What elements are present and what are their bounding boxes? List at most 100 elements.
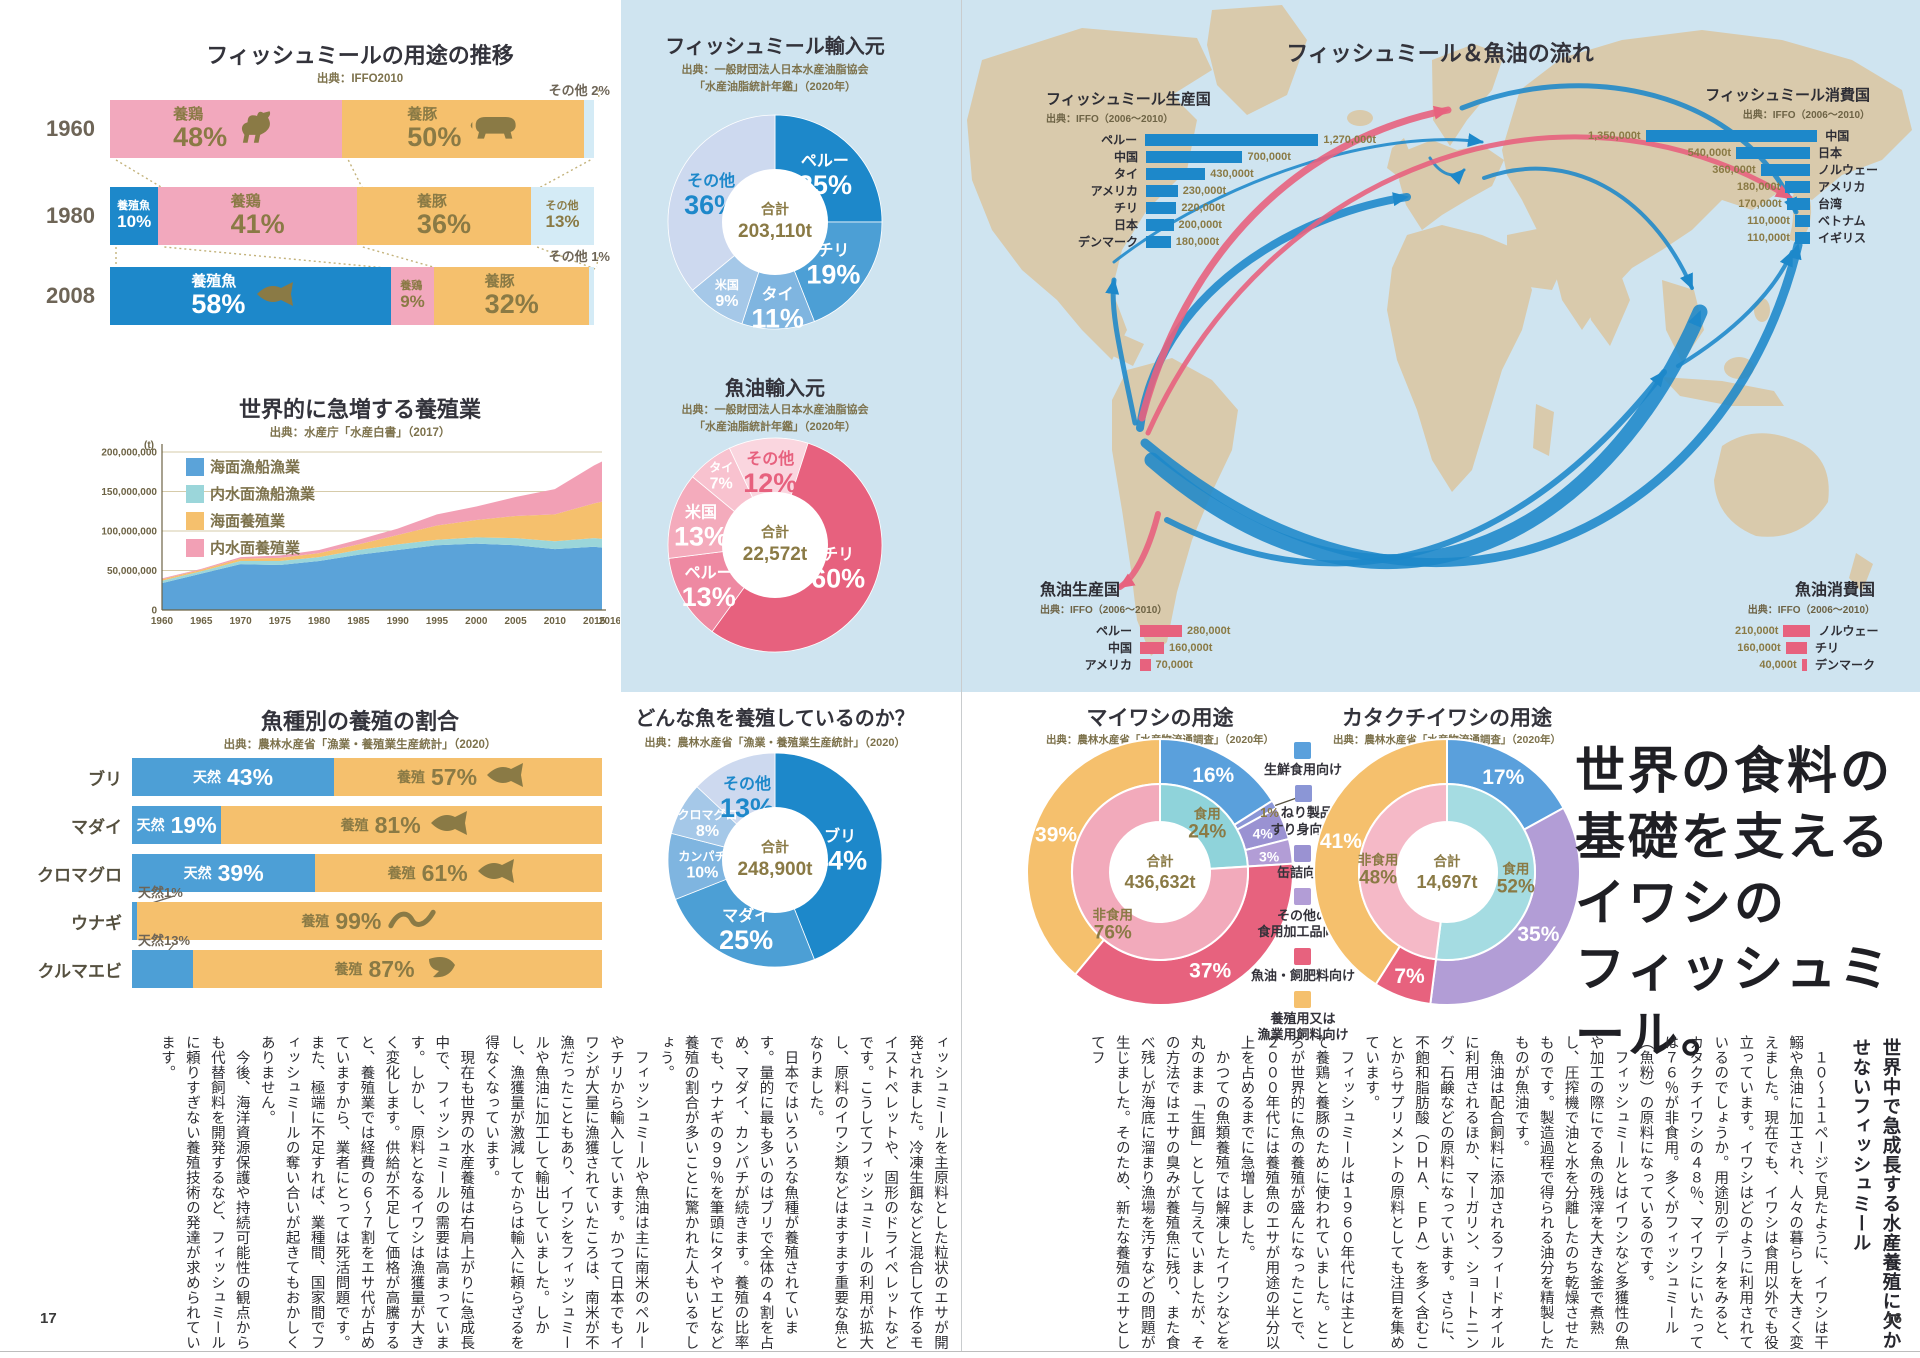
segment-name: 養豚 bbox=[416, 192, 447, 210]
species-row: マダイ 天然 19% 養殖 81% bbox=[10, 806, 602, 844]
legend-label: 内水面養殖業 bbox=[210, 539, 301, 557]
chicken-icon bbox=[235, 108, 279, 151]
slice-name: その他 bbox=[746, 449, 794, 468]
outer-percent: 17% bbox=[1482, 766, 1524, 789]
usage-segment-label: その他 13% bbox=[546, 201, 580, 230]
country-bar-row: 360,000t ノルウェー bbox=[1588, 161, 1918, 178]
species-bar: 天然 39% 養殖 61% bbox=[132, 854, 602, 892]
shrimp-icon bbox=[421, 953, 461, 986]
outer-percent: 39% bbox=[1035, 824, 1077, 847]
segment-name: 養豚 bbox=[484, 272, 515, 290]
usage-year-label: 1960 bbox=[46, 116, 95, 141]
y-tick-label: 150,000,000 bbox=[101, 487, 157, 498]
country-bar bbox=[1801, 658, 1807, 671]
legend-swatch bbox=[1294, 947, 1312, 965]
slice-percent: 9% bbox=[715, 293, 738, 310]
fish-icon bbox=[483, 760, 539, 795]
slice-name: カンパチ bbox=[678, 850, 726, 864]
usage-bar-segment: その他 13% bbox=[531, 187, 594, 245]
consumers-rows: 1,350,000t 中国 540,000t 日本 360,000t ノルウェー 180,0… bbox=[1588, 127, 1918, 246]
country-bar bbox=[1794, 231, 1810, 244]
left-body-text: ィッシュミールを主原料とした粒状のエサが開発されました。冷凍生餌などと混合して作… bbox=[158, 1035, 948, 1350]
farmed-species-pie: ブリ44%マダイ25%カンパチ10%クロマグロ8%その他13%合計248,900… bbox=[667, 752, 883, 968]
right-body-text: １０〜１１ページで見たように、イワシは干鰯や魚油に加工され、人々の暮らしを大きく… bbox=[1088, 1035, 1828, 1350]
outer-percent: 16% bbox=[1192, 764, 1234, 787]
country-bar-row: デンマーク 180,000t bbox=[1046, 233, 1376, 250]
country-name: 日本 bbox=[1113, 218, 1138, 232]
total-label: 合計 bbox=[761, 839, 789, 855]
y-tick-label: 0 bbox=[151, 606, 157, 617]
total-value: 248,900t bbox=[737, 859, 813, 880]
oil-producers-title: 魚油生産国 bbox=[1040, 582, 1121, 599]
legend-label: 海面養殖業 bbox=[210, 512, 286, 530]
usage-segment-label: 養豚 32% bbox=[485, 274, 539, 318]
pie-center-hole bbox=[722, 492, 828, 598]
fishmeal-flow-arrows bbox=[1105, 83, 1803, 569]
wild-segment: 天然 43% bbox=[132, 758, 335, 796]
legend-swatch bbox=[186, 512, 204, 530]
country-value: 170,000t bbox=[1738, 197, 1782, 210]
country-bar-row: アメリカ 230,000t bbox=[1046, 182, 1376, 199]
legend-swatch bbox=[1294, 844, 1312, 862]
segment-name: 養殖魚 bbox=[191, 272, 237, 290]
dotted-connector bbox=[164, 246, 397, 270]
species-name-label: ウナギ bbox=[71, 913, 122, 933]
country-value: 1,350,000t bbox=[1588, 129, 1641, 142]
country-name: アメリカ bbox=[1818, 180, 1866, 194]
usage-segment-text: 養豚 50% bbox=[407, 107, 519, 151]
usage-bar: 養殖魚 10% 養鶏 41% 養豚 36% その他 13% bbox=[110, 187, 594, 245]
segment-percent: 41% bbox=[230, 208, 285, 239]
total-label: 合計 bbox=[1147, 853, 1175, 869]
usage-bar-segment bbox=[589, 267, 594, 325]
area-series-内水面漁船漁業 bbox=[162, 537, 602, 584]
page-bottom-edge bbox=[0, 1351, 1920, 1352]
country-bar bbox=[1145, 133, 1319, 146]
country-value: 110,000t bbox=[1747, 214, 1790, 227]
inner-percent: 24% bbox=[1188, 822, 1226, 843]
x-tick-label: 1995 bbox=[426, 616, 449, 627]
usage-bar-segment bbox=[584, 100, 594, 158]
legend-label: 魚油・飼肥料向け bbox=[1250, 967, 1355, 983]
segment-percent: 10% bbox=[117, 211, 152, 231]
total-label: 合計 bbox=[1434, 853, 1462, 869]
usage-segment-text: 養豚 36% bbox=[417, 194, 471, 238]
species-bar: 天然 43% 養殖 57% bbox=[132, 758, 602, 796]
slice-name: タイ bbox=[709, 461, 733, 475]
legend-label: 海面漁船漁業 bbox=[210, 458, 301, 476]
farmed-segment: 養殖 99% bbox=[136, 902, 602, 940]
species-row: ブリ 天然 43% 養殖 57% bbox=[10, 758, 602, 796]
country-bar bbox=[1146, 201, 1177, 214]
farmed-pie-source: 出典：農林水産省「漁業・養殖業生産統計」（2020） bbox=[644, 737, 906, 749]
slice-name: チリ bbox=[822, 547, 854, 564]
x-tick-label: 1965 bbox=[190, 616, 213, 627]
country-bar bbox=[1146, 150, 1243, 163]
fishmeal-producers-panel: フィッシュミール生産国 出典：IFFO（2006〜2010） ペルー 1,270,… bbox=[1046, 88, 1376, 250]
segment-percent: 50% bbox=[407, 121, 462, 152]
legend-label: その他の 食用加工品向け bbox=[1257, 908, 1349, 940]
usage-segment-text: 養鶏 9% bbox=[400, 281, 425, 310]
usage-stacked-bars: 1960 養鶏 48% 養豚 50% 1980 養殖魚 10% 養鶏 41% 養豚 36% その他 13%… bbox=[46, 89, 626, 338]
country-value: 40,000t bbox=[1759, 658, 1797, 671]
country-bar-row: 170,000t 台湾 bbox=[1588, 195, 1918, 212]
dotted-connector bbox=[536, 246, 596, 270]
country-bar-row: 540,000t 日本 bbox=[1588, 144, 1918, 161]
legend-swatch bbox=[1294, 990, 1312, 1008]
country-bar-row: 中国 700,000t bbox=[1046, 148, 1376, 165]
farmed-segment: 養殖 61% bbox=[315, 854, 602, 892]
pie-center-hole bbox=[722, 807, 828, 913]
usage-segment-label: 養鶏 48% bbox=[173, 107, 227, 151]
dotted-connector bbox=[595, 256, 599, 268]
legend-item: 生鮮食用向け bbox=[1264, 742, 1342, 778]
country-bar-row: 日本 200,000t bbox=[1046, 216, 1376, 233]
country-bar-row: 160,000t チリ bbox=[1735, 639, 1915, 656]
country-name: デンマーク bbox=[1815, 658, 1876, 672]
slice-percent: 13% bbox=[682, 582, 736, 612]
country-value: 700,000t bbox=[1247, 150, 1291, 163]
country-value: 540,000t bbox=[1687, 146, 1731, 159]
country-bar bbox=[1140, 658, 1151, 671]
species-bar: 養殖 87% bbox=[132, 950, 602, 988]
outer-percent: 41% bbox=[1320, 830, 1362, 853]
species-chart-title: 魚種別の養殖の割合 bbox=[260, 709, 459, 734]
segment-name: 養殖魚 bbox=[117, 200, 151, 213]
farmed-percent: 81% bbox=[374, 811, 421, 838]
